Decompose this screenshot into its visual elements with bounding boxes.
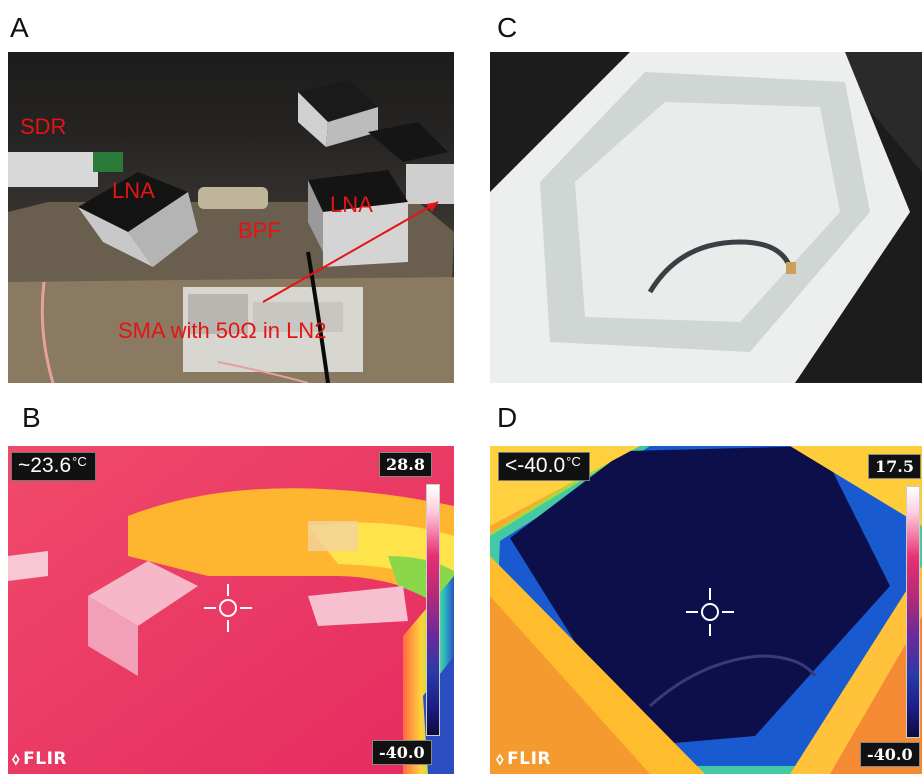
panel-label-c: C	[497, 12, 518, 43]
annotation-lna-right: LNA	[330, 192, 373, 217]
flir-logo-text-b: FLIR	[23, 749, 68, 769]
crosshair-icon	[686, 588, 734, 636]
temperature-readout-b: ~23.6°C	[11, 452, 96, 481]
scale-max-b: 28.8	[379, 452, 432, 477]
colorbar-icon	[426, 484, 440, 736]
annotation-sdr: SDR	[20, 114, 67, 139]
flir-logo-icon: ⬨	[496, 749, 505, 769]
temperature-readout-d: <-40.0°C	[498, 452, 590, 481]
scale-min-b: -40.0	[372, 740, 432, 765]
panel-label-d: D	[497, 402, 518, 433]
annotation-lna-left: LNA	[112, 178, 155, 203]
readout-unit-d: °C	[566, 454, 581, 469]
flir-logo-icon: ⬨	[12, 749, 21, 769]
photo-styrofoam-box	[490, 52, 922, 383]
photo-hardware-drawing	[8, 80, 454, 383]
panel-label-a: A	[10, 12, 29, 43]
crosshair-icon	[204, 584, 252, 632]
photo-hardware-setup: SDR LNA BPF LNA SMA with 50Ω in LN2	[8, 52, 454, 383]
readout-value-d: <-40.0	[505, 454, 566, 477]
flir-logo-b: ⬨ FLIR	[12, 749, 67, 769]
thermal-warm-drawing	[8, 446, 454, 774]
thermal-image-warm: ~23.6°C 28.8 -40.0 ⬨ FLIR	[8, 446, 454, 774]
flir-logo-d: ⬨ FLIR	[496, 749, 551, 769]
readout-unit-b: °C	[72, 454, 87, 469]
thermal-cold-drawing	[490, 446, 922, 774]
readout-value-b: ~23.6	[18, 454, 72, 477]
colorbar-icon	[906, 486, 920, 738]
thermal-image-cold: <-40.0°C 17.5 -40.0 ⬨ FLIR	[490, 446, 922, 774]
annotation-bpf: BPF	[238, 218, 281, 243]
scale-min-d: -40.0	[860, 742, 920, 767]
panel-label-b: B	[22, 402, 41, 433]
annotation-sma: SMA with 50Ω in LN2	[118, 318, 327, 343]
flir-logo-text-d: FLIR	[507, 749, 552, 769]
photo-box-drawing	[490, 52, 922, 383]
scale-max-d: 17.5	[868, 454, 921, 479]
